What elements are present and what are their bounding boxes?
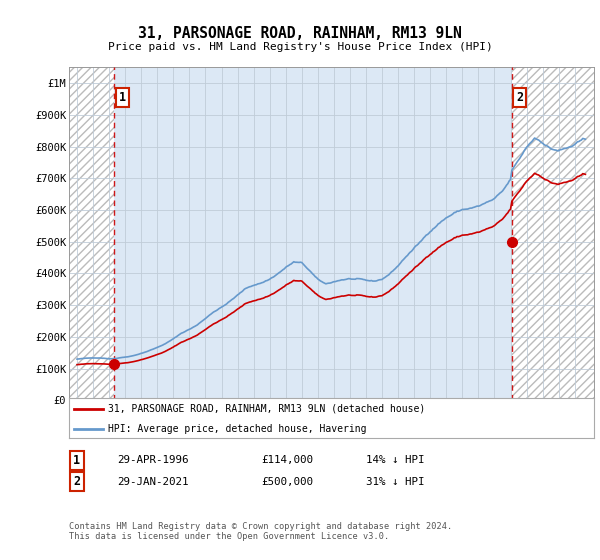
- Text: 2: 2: [516, 91, 523, 104]
- Bar: [512, 67, 594, 400]
- Bar: [115, 67, 512, 400]
- Text: 31, PARSONAGE ROAD, RAINHAM, RM13 9LN: 31, PARSONAGE ROAD, RAINHAM, RM13 9LN: [138, 26, 462, 41]
- Text: HPI: Average price, detached house, Havering: HPI: Average price, detached house, Have…: [109, 424, 367, 434]
- Text: 29-APR-1996: 29-APR-1996: [117, 455, 188, 465]
- Text: £114,000: £114,000: [261, 455, 313, 465]
- Text: 31, PARSONAGE ROAD, RAINHAM, RM13 9LN (detached house): 31, PARSONAGE ROAD, RAINHAM, RM13 9LN (d…: [109, 404, 425, 414]
- Text: 1: 1: [73, 454, 80, 467]
- Text: Contains HM Land Registry data © Crown copyright and database right 2024.
This d: Contains HM Land Registry data © Crown c…: [69, 522, 452, 542]
- Text: £500,000: £500,000: [261, 477, 313, 487]
- Text: 14% ↓ HPI: 14% ↓ HPI: [366, 455, 425, 465]
- Text: 31% ↓ HPI: 31% ↓ HPI: [366, 477, 425, 487]
- Text: Price paid vs. HM Land Registry's House Price Index (HPI): Price paid vs. HM Land Registry's House …: [107, 42, 493, 52]
- Text: 29-JAN-2021: 29-JAN-2021: [117, 477, 188, 487]
- Text: 1: 1: [119, 91, 126, 104]
- Text: 2: 2: [73, 475, 80, 488]
- Bar: [69, 67, 115, 400]
